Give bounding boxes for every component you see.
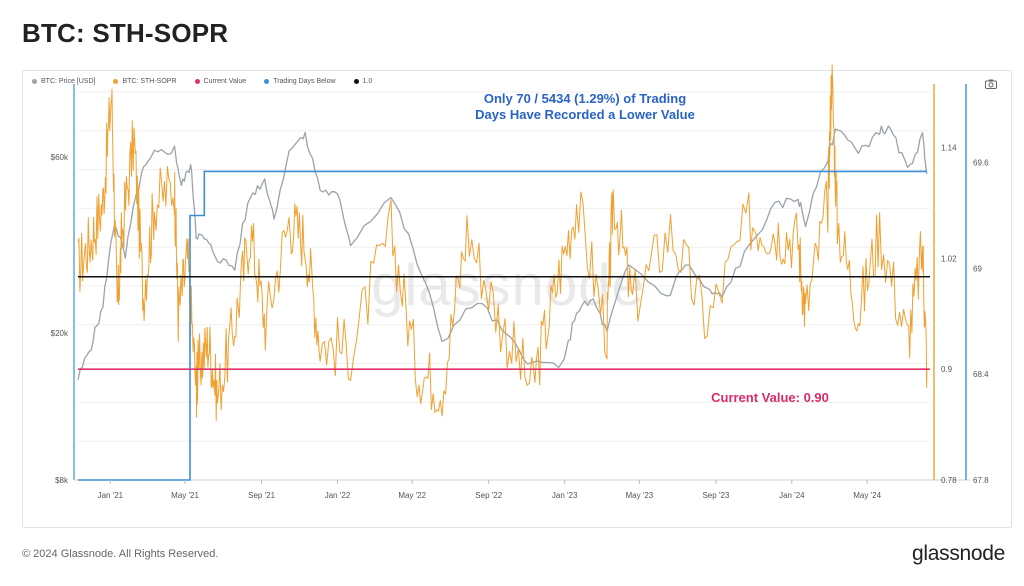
camera-icon[interactable] (985, 79, 997, 89)
legend-item-price[interactable]: BTC: Price [USD] (32, 78, 95, 85)
legend-dot-current (194, 79, 200, 84)
legend-item-current[interactable]: Current Value (194, 78, 247, 85)
legend-item-sopr[interactable]: BTC: STH-SOPR (113, 78, 177, 85)
legend-dot-one (353, 79, 359, 84)
chart-panel (22, 70, 1012, 528)
legend-dot-sopr (113, 79, 119, 84)
copyright-footer: © 2024 Glassnode. All Rights Reserved. (22, 548, 219, 560)
legend-label-current: Current Value (203, 78, 247, 85)
legend-dot-days (264, 79, 270, 84)
chart-title: BTC: STH-SOPR (22, 18, 229, 48)
chart-legend: BTC: Price [USD] BTC: STH-SOPR Current V… (32, 78, 372, 85)
legend-label-sopr: BTC: STH-SOPR (122, 78, 177, 85)
legend-item-one[interactable]: 1.0 (353, 78, 373, 85)
legend-label-days: Trading Days Below (273, 78, 336, 85)
legend-item-days[interactable]: Trading Days Below (264, 78, 336, 85)
legend-dot-price (32, 79, 37, 84)
legend-label-price: BTC: Price [USD] (41, 78, 96, 85)
legend-label-one: 1.0 (362, 78, 373, 85)
brand-logo: glassnode (912, 542, 1006, 565)
